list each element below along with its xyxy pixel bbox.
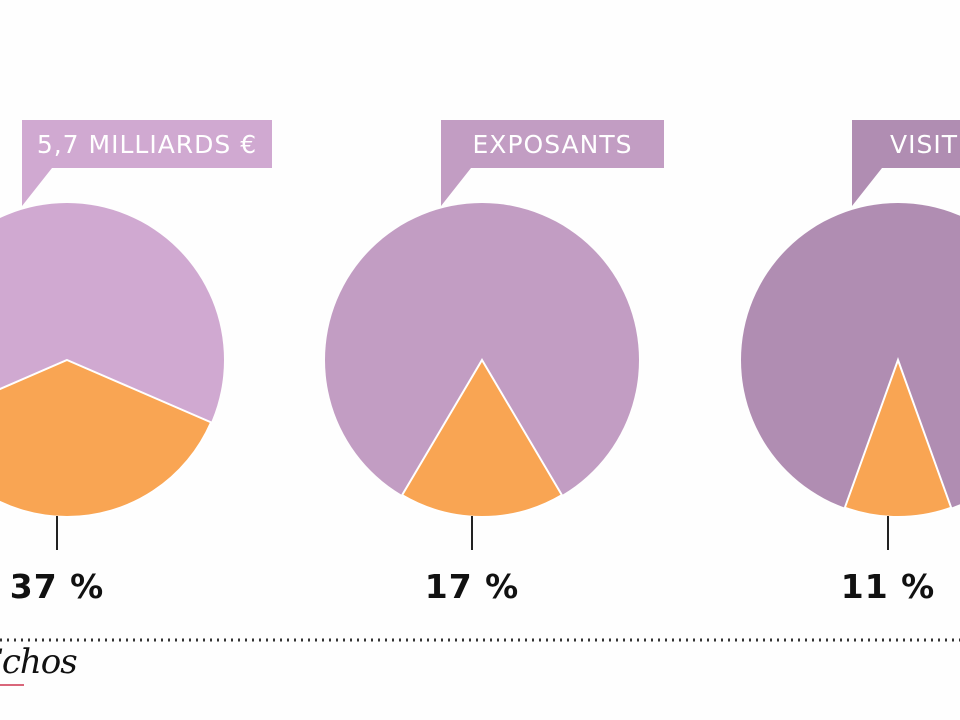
pie-label: VISIT xyxy=(890,130,958,159)
pie-label-box xyxy=(441,120,664,206)
pie-label: EXPOSANTS xyxy=(473,130,633,159)
pie-group: VISIT 11 % xyxy=(741,120,960,606)
pie-slice-highlight xyxy=(843,357,953,518)
pie-label-box xyxy=(22,120,272,206)
pie-value-label: 17 % xyxy=(425,567,519,606)
pie-value-label: 37 % xyxy=(10,567,104,606)
pie-label: 5,7 MILLIARDS € xyxy=(37,130,257,159)
pie-group: 5,7 MILLIARDS € 37 % xyxy=(0,120,272,606)
pie-label-box xyxy=(852,120,960,206)
logo: Echos xyxy=(0,642,78,682)
pie-group: EXPOSANTS 17 % xyxy=(325,120,664,606)
pie-slice-highlight xyxy=(0,358,213,518)
pie-slice-highlight xyxy=(400,358,564,518)
pie-value-label: 11 % xyxy=(841,567,935,606)
logo-underline xyxy=(0,684,24,686)
